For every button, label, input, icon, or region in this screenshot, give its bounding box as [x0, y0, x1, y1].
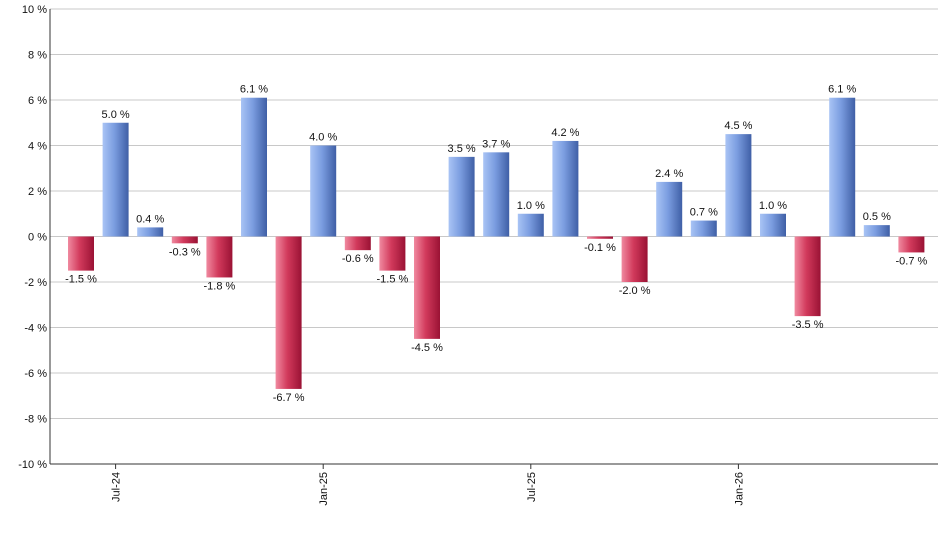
- bar: [68, 236, 94, 271]
- bar-value-label: -1.5 %: [65, 274, 97, 286]
- bar-value-label: 6.1 %: [240, 84, 268, 96]
- y-tick-label: 0 %: [28, 232, 47, 244]
- y-tick-label: 2 %: [28, 186, 47, 198]
- bar: [829, 97, 856, 237]
- bar-value-label: 1.0 %: [759, 200, 787, 212]
- bar-value-label: 4.2 %: [551, 127, 579, 139]
- y-tick-label: 4 %: [28, 141, 47, 153]
- bar-value-label: 3.7 %: [482, 138, 510, 150]
- x-tick-label: Jul-24: [111, 472, 123, 502]
- bar-value-label: -4.5 %: [411, 342, 443, 354]
- y-tick-label: -2 %: [24, 277, 47, 289]
- bar: [760, 213, 786, 237]
- data-labels: -1.5 % 5.0 % 0.4 % -0.3 % -1.8 % 6.1 % -6.7 % 4…: [65, 84, 927, 404]
- bar: [725, 134, 752, 237]
- bar: [414, 236, 440, 339]
- bar-value-label: -0.7 %: [896, 255, 928, 267]
- bar: [448, 156, 475, 237]
- bar-value-label: 1.0 %: [517, 200, 545, 212]
- bar: [275, 236, 302, 389]
- bar-value-label: -0.3 %: [169, 246, 201, 258]
- y-tick-labels: 10 % 8 % 6 % 4 % 2 % 0 % -2 % -4 % -6 % -8 % -10 %: [18, 4, 47, 471]
- bar: [102, 122, 129, 237]
- y-tick-label: -8 %: [24, 414, 47, 426]
- bar: [483, 152, 510, 237]
- y-tick-label: 6 %: [28, 95, 47, 107]
- bars: [68, 97, 925, 389]
- bar-value-label: -1.5 %: [377, 274, 409, 286]
- bar-value-label: 0.7 %: [690, 207, 718, 219]
- bar: [137, 227, 164, 237]
- x-tick-label: Jan-26: [733, 472, 745, 506]
- bar-value-label: -1.8 %: [204, 280, 236, 292]
- bar: [621, 236, 648, 282]
- bar-value-label: 4.5 %: [724, 120, 752, 132]
- bar: [898, 236, 925, 253]
- bar-value-label: 4.0 %: [309, 132, 337, 144]
- bar-value-label: -6.7 %: [273, 392, 305, 404]
- y-tick-label: 10 %: [22, 4, 47, 16]
- bar: [241, 97, 267, 237]
- bar: [517, 213, 544, 237]
- x-tick-labels: Jul-24 Jan-25 Jul-25 Jan-26: [111, 464, 745, 506]
- bar: [344, 236, 371, 251]
- bar: [552, 140, 579, 237]
- bar-value-label: 0.5 %: [863, 211, 891, 223]
- bar: [171, 236, 198, 244]
- x-tick-label: Jul-25: [526, 472, 538, 502]
- bar: [656, 181, 683, 237]
- y-tick-label: 8 %: [28, 50, 47, 62]
- y-tick-label: -10 %: [18, 459, 47, 471]
- y-tick-label: -4 %: [24, 323, 47, 335]
- bar: [206, 236, 233, 278]
- bar-value-label: 0.4 %: [136, 213, 164, 225]
- axes: [49, 9, 938, 465]
- bar-value-label: -0.1 %: [584, 242, 616, 254]
- bar-value-label: 6.1 %: [828, 84, 856, 96]
- bar-value-label: 3.5 %: [448, 143, 476, 155]
- bar-value-label: -3.5 %: [792, 319, 824, 331]
- bar: [794, 236, 821, 317]
- y-tick-label: -6 %: [24, 368, 47, 380]
- bar: [379, 236, 406, 271]
- bar-value-label: -0.6 %: [342, 253, 374, 265]
- bar: [690, 220, 717, 237]
- bar-value-label: 2.4 %: [655, 168, 683, 180]
- bar: [863, 225, 890, 237]
- x-tick-label: Jan-25: [318, 472, 330, 506]
- bar: [587, 236, 613, 239]
- bar-value-label: 5.0 %: [102, 109, 130, 121]
- bar: [310, 145, 337, 237]
- bar-value-label: -2.0 %: [619, 285, 651, 297]
